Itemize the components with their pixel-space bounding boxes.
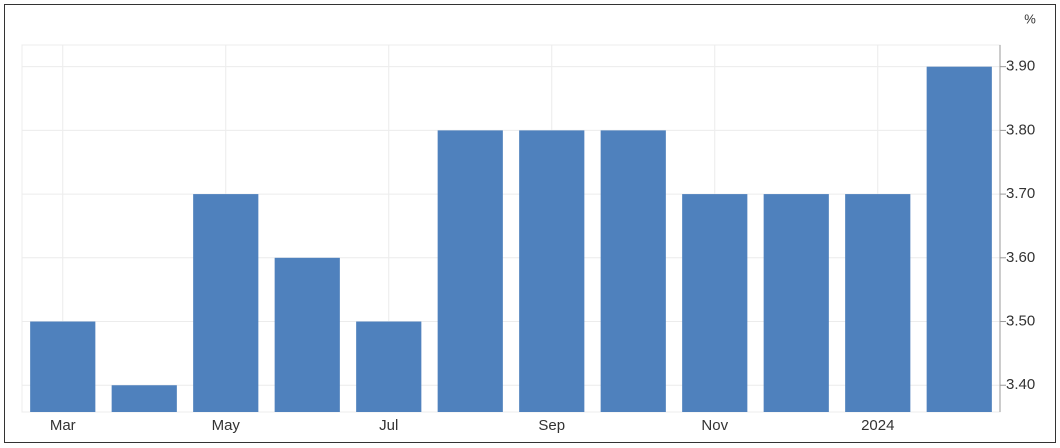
y-tick-label: 3.60 [1006,249,1035,266]
bar [274,257,340,412]
bar [193,194,259,412]
x-tick-label: 2024 [861,417,894,434]
x-tick-label: Sep [538,417,565,434]
bar [356,321,422,412]
bar [30,321,96,412]
bar [111,385,177,412]
x-tick-label: Nov [701,417,728,434]
bar [763,194,829,412]
bar [519,130,585,412]
y-tick-label: 3.90 [1006,58,1035,75]
bar [437,130,503,412]
y-tick-label: 3.80 [1006,121,1035,138]
y-tick-label: 3.40 [1006,376,1035,393]
bar [926,66,992,412]
y-tick-label: 3.50 [1006,312,1035,329]
x-tick-label: Mar [50,417,76,434]
y-tick-label: 3.70 [1006,185,1035,202]
x-tick-label: Jul [379,417,398,434]
bar [682,194,748,412]
bar [845,194,911,412]
bar [600,130,666,412]
x-tick-label: May [212,417,241,434]
unit-label: % [1024,11,1036,26]
